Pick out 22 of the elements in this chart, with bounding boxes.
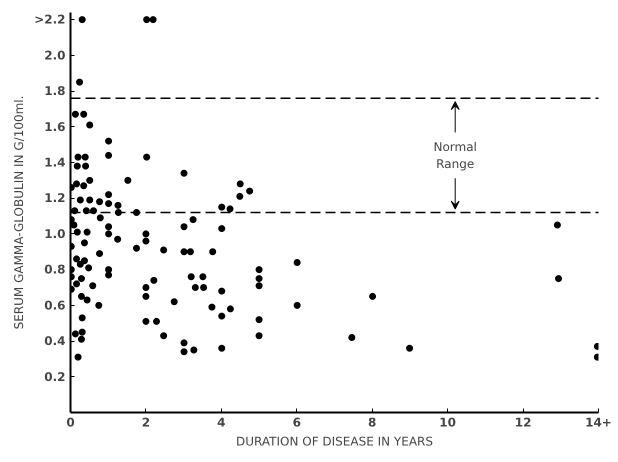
x-tick-label: 10: [439, 416, 456, 430]
x-tick-label: 8: [368, 416, 376, 430]
y-tick-label: 2.0: [44, 48, 66, 62]
y-tick-label: 1.8: [44, 84, 66, 98]
x-tick-label: 12: [514, 416, 532, 430]
y-tick-label: 0.6: [44, 298, 66, 312]
y-tick-label: 1.4: [44, 156, 66, 170]
y-tick-label: >2.2: [34, 12, 66, 27]
y-tick-label: 1.6: [44, 120, 66, 134]
x-axis-title: DURATION OF DISEASE IN YEARS: [236, 434, 434, 448]
y-tick-label: 0.8: [44, 262, 66, 277]
y-axis-title: SERUM GAMMA-GLOBULIN IN G/100ml.: [12, 96, 26, 330]
y-tick-label: 0.4: [44, 334, 66, 348]
x-tick-label: 4: [217, 416, 226, 430]
y-tick-label: 1.0: [44, 226, 66, 241]
y-tick-label: 0.2: [44, 370, 66, 384]
x-tick-label: 6: [292, 416, 301, 430]
x-tick-label: 2: [142, 416, 150, 430]
y-tick-label: 1.2: [44, 191, 66, 206]
x-tick-label: 0: [66, 416, 75, 430]
x-tick-label: 14+: [585, 416, 612, 430]
annotation: Normal Range: [433, 140, 477, 171]
